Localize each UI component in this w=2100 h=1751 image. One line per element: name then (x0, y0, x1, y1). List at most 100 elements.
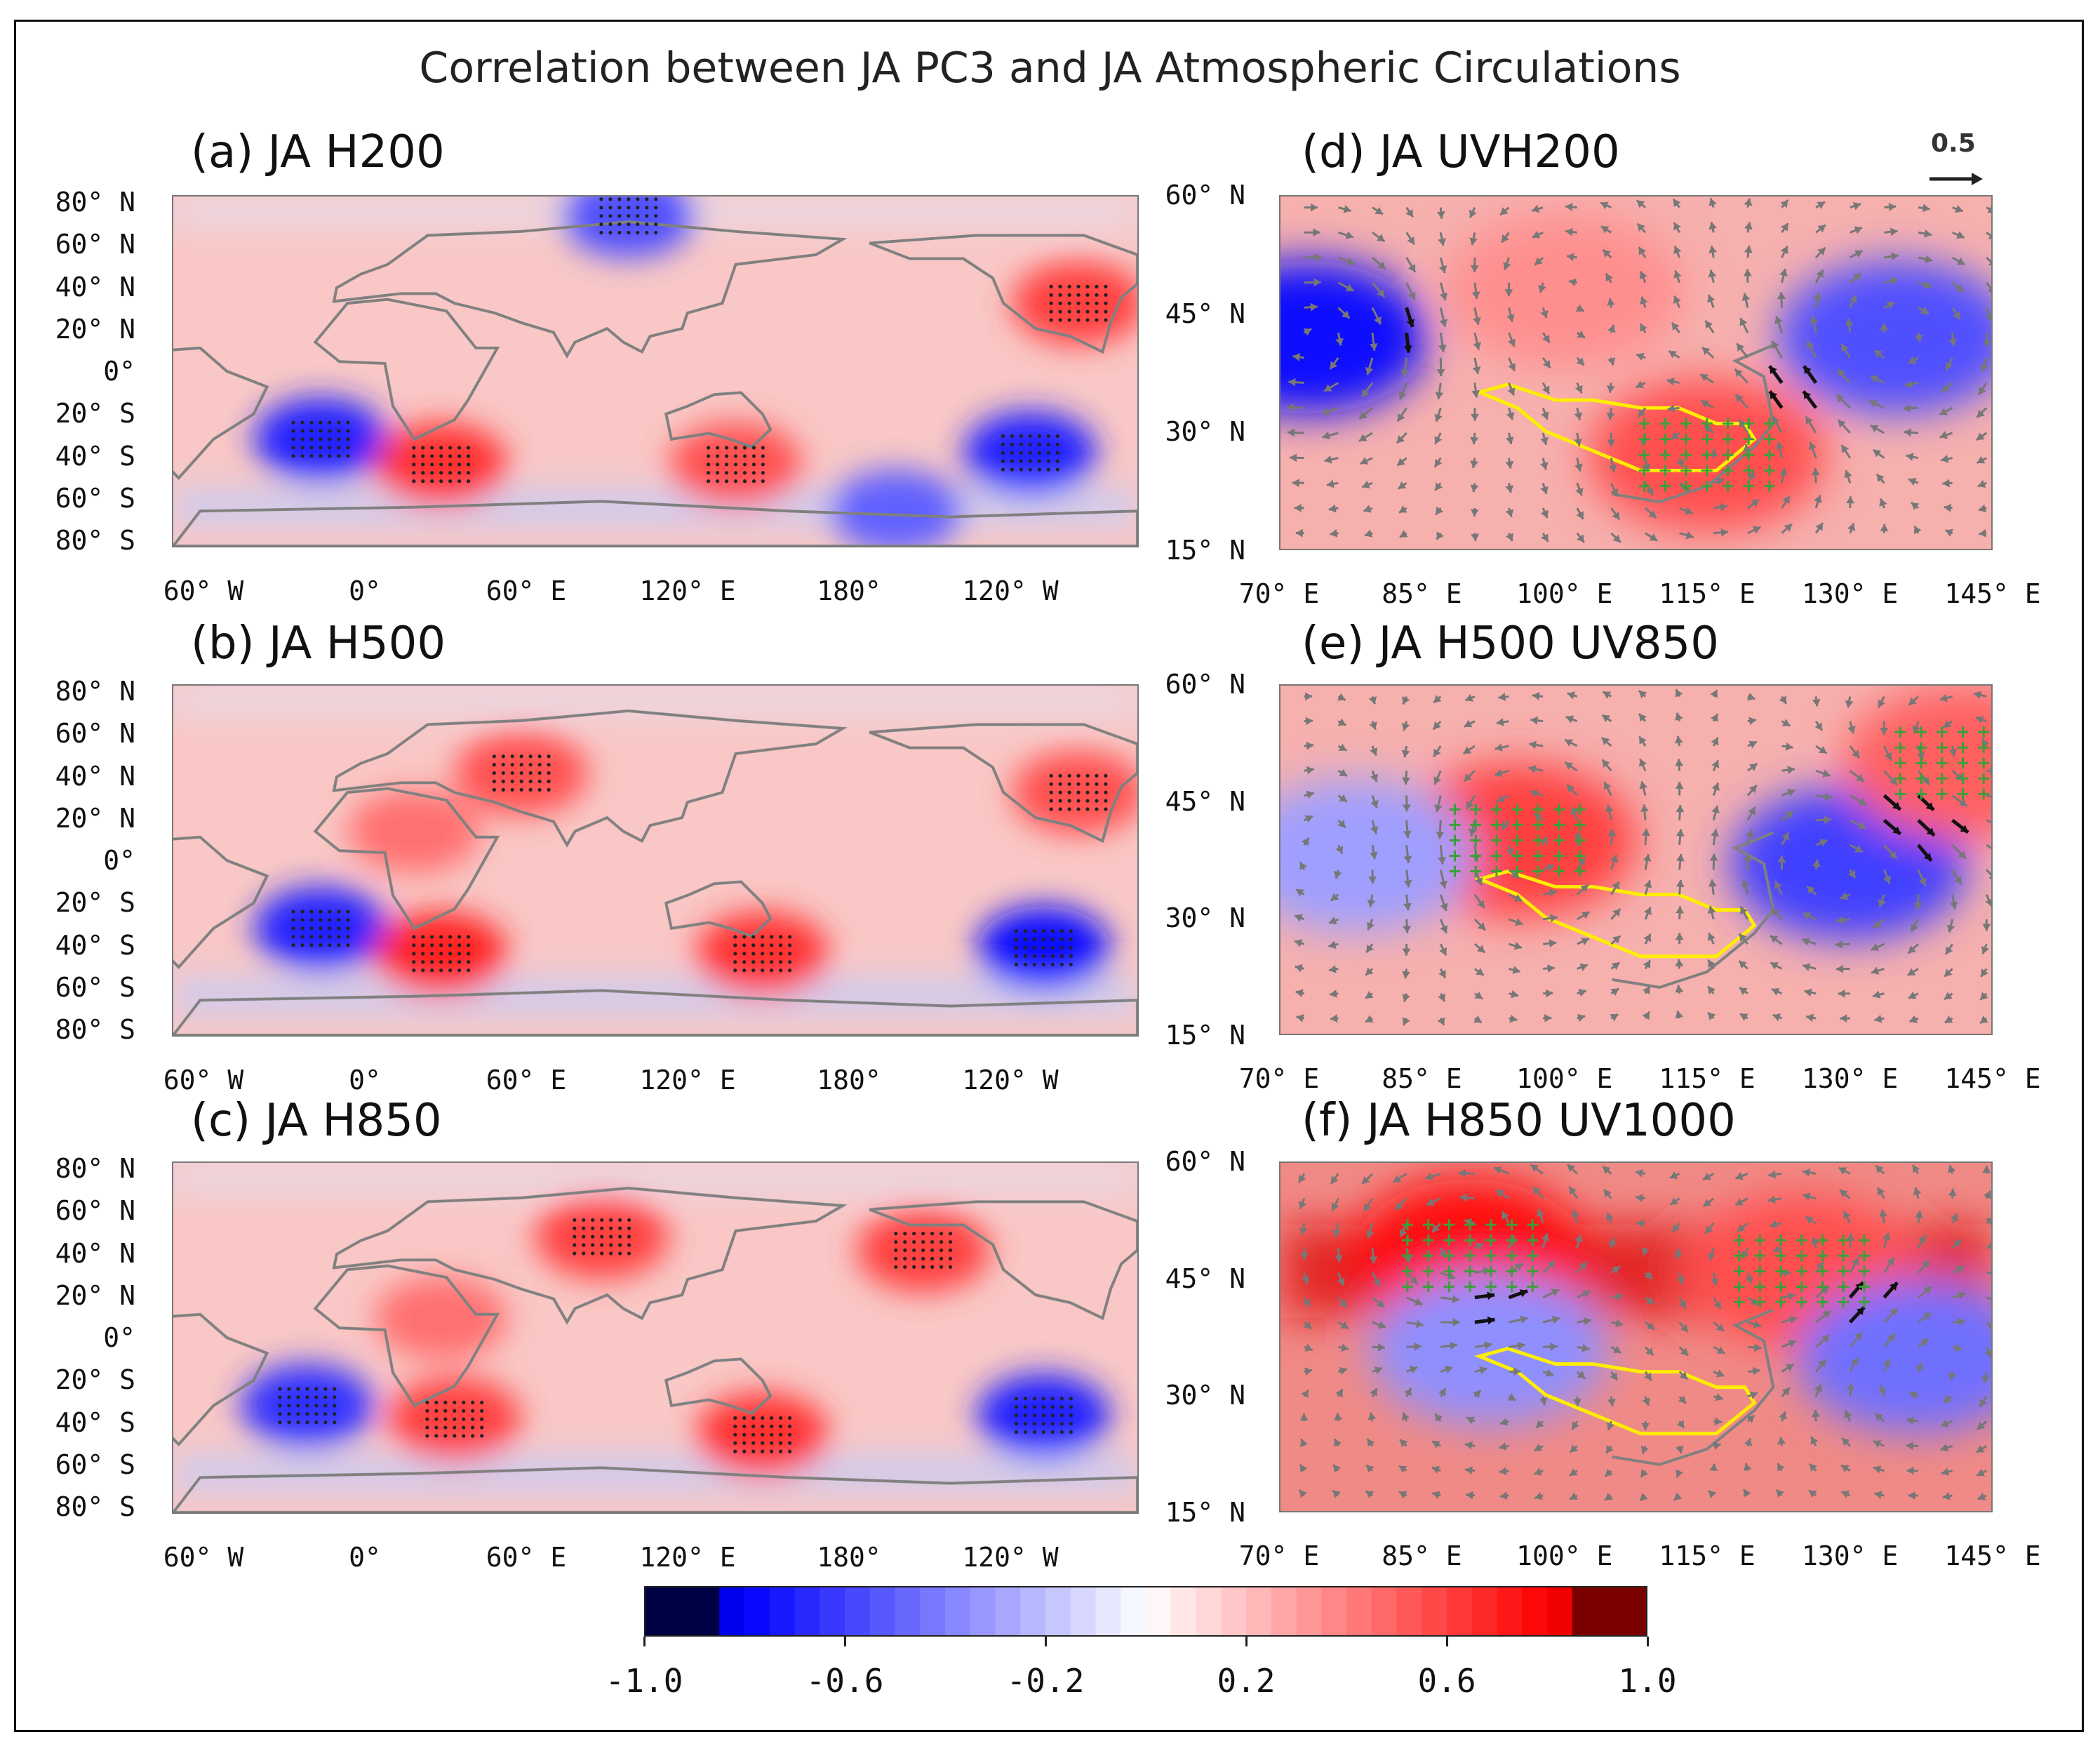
panel-a-xtick: 0° (349, 575, 381, 606)
wind-vectors (1297, 1163, 1991, 1502)
panel-f-xtick: 145° E (1944, 1540, 2041, 1571)
panel-a-plot (173, 197, 1137, 546)
arrow-right-icon (1930, 173, 1983, 185)
anomaly-center-5 (562, 197, 695, 258)
coastline-0 (173, 346, 269, 481)
panel-c-ytick: 80° N (55, 1153, 135, 1184)
anomaly-center-3 (1445, 213, 1684, 367)
panel-b-xtick: 120° W (962, 1065, 1059, 1096)
panel-a-ytick: 40° N (55, 271, 135, 302)
significance-dots-4 (573, 1218, 631, 1256)
coastline-east-asia (1612, 1308, 1775, 1466)
colorbar-segment (1246, 1586, 1272, 1637)
coastline-1 (313, 1264, 500, 1408)
polar-band (173, 686, 1137, 715)
colorbar-tick-label: -1.0 (605, 1662, 683, 1700)
anomaly-center-6 (374, 1276, 508, 1360)
colorbar-segment (1296, 1586, 1323, 1637)
colorbar-segment (1146, 1586, 1172, 1637)
panel-f-ytick: 45° N (1165, 1263, 1245, 1294)
panel-e-xtick: 85° E (1382, 1063, 1462, 1094)
colorbar-segment (744, 1586, 770, 1637)
colorbar-segment (1497, 1586, 1523, 1637)
panel-b-ytick: 40° N (55, 760, 135, 792)
panel-e-ytick: 45° N (1165, 785, 1245, 817)
panel-f-xtick: 130° E (1801, 1540, 1899, 1571)
colorbar-segment (1170, 1586, 1197, 1637)
panel-f-xtick: 70° E (1238, 1540, 1320, 1571)
colorbar-tick-label: 0.6 (1417, 1662, 1476, 1700)
panel-e-ytick: 60° N (1165, 669, 1245, 700)
coastline-0 (173, 1312, 269, 1447)
southern-band (173, 977, 1137, 1016)
colorbar-segment (1271, 1586, 1297, 1637)
panel-b-ytick: 20° S (55, 887, 135, 919)
panel-a-ytick: 20° N (55, 313, 135, 345)
colorbar-segment (1196, 1586, 1222, 1637)
panel-a-ytick: 60° N (55, 229, 135, 260)
panel-b-ytick: 80° S (55, 1014, 135, 1045)
colorbar-segment (1572, 1586, 1598, 1637)
colorbar-tick-label: -0.2 (1006, 1662, 1085, 1700)
anomaly-center-2 (1370, 1272, 1608, 1425)
panel-d-ytick: 15° N (1165, 535, 1245, 566)
panel-f-map (1279, 1161, 1993, 1512)
panel-c-xtick: 180° (817, 1542, 881, 1573)
coastline-east-asia (1612, 831, 1775, 989)
panel-d-xtick: 70° E (1238, 578, 1320, 609)
significance-dots-6 (1049, 284, 1108, 322)
panel-c-xtick: 120° W (962, 1542, 1059, 1573)
panel-c-ytick: 0° (103, 1322, 135, 1353)
significance-dots-3 (1014, 929, 1073, 966)
colorbar-segment (1371, 1586, 1398, 1637)
panel-d-xtick: 145° E (1944, 578, 2041, 609)
significance-dots-2 (733, 935, 792, 973)
panel-e-ytick: 30° N (1165, 903, 1245, 934)
colorbar-segment (669, 1586, 695, 1637)
colorbar-tick-label: -0.6 (805, 1662, 884, 1700)
panel-d-ytick: 45° N (1165, 298, 1245, 329)
significance-dots-1 (412, 935, 471, 973)
colorbar-segment (694, 1586, 721, 1637)
panel-a-xtick: 60° E (486, 575, 567, 606)
colorbar-segment (719, 1586, 745, 1637)
panel-c-ytick: 20° S (55, 1364, 135, 1396)
coastline-1 (313, 298, 500, 441)
anomaly-center-2 (1280, 779, 1476, 933)
anomaly-center-4 (829, 469, 963, 546)
colorbar-segment (1597, 1586, 1624, 1637)
panel-b-ytick: 80° N (55, 676, 135, 707)
panel-a-ytick: 40° S (55, 440, 135, 472)
colorbar-segment (820, 1586, 845, 1637)
coastline-2 (332, 220, 848, 359)
figure-frame (14, 20, 2084, 1732)
panel-f-plot (1280, 1163, 1991, 1511)
coastline-5 (173, 500, 1137, 546)
anomaly-center-1 (1777, 260, 1991, 414)
polar-band (173, 1163, 1137, 1192)
anomaly-center-5 (347, 789, 481, 874)
colorbar-segment (869, 1586, 896, 1637)
significance-crosses (1638, 418, 1775, 492)
panel-a-xtick: 60° W (163, 575, 244, 606)
panel-a-title: (a) JA H200 (191, 126, 445, 178)
significance-dots-3 (1001, 434, 1059, 472)
anomaly-center-0 (1280, 260, 1428, 414)
panel-f-ytick: 15° N (1165, 1497, 1245, 1528)
panel-e-xtick: 130° E (1801, 1063, 1899, 1094)
coastline-4 (869, 234, 1137, 354)
panel-c-ytick: 40° S (55, 1406, 135, 1438)
panel-a-ytick: 80° N (55, 187, 135, 218)
colorbar-segment (1522, 1586, 1548, 1637)
panel-c-xtick: 0° (349, 1542, 381, 1573)
coastline-2 (332, 709, 848, 848)
colorbar-segment (1422, 1586, 1447, 1637)
colorbar-segment (970, 1586, 996, 1637)
panel-e-xtick: 115° E (1659, 1063, 1755, 1094)
panel-a-ytick: 20° S (55, 398, 135, 430)
colorbar-segment (1045, 1586, 1071, 1637)
colorbar-segment (644, 1586, 670, 1637)
colorbar (644, 1586, 1647, 1637)
colorbar-segment (1396, 1586, 1423, 1637)
significance-dots-1 (412, 446, 471, 484)
